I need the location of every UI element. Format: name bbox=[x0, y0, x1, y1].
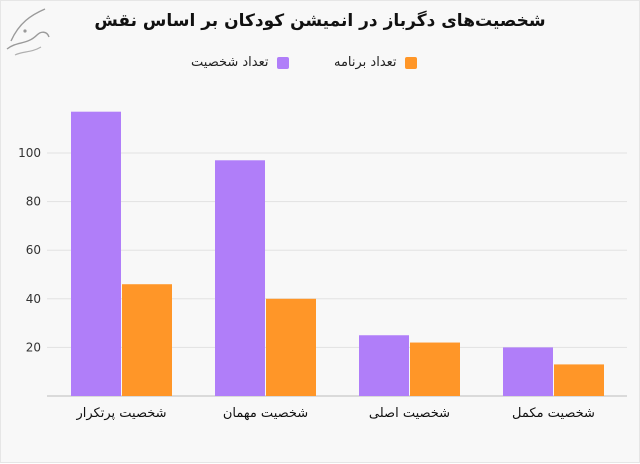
bar bbox=[71, 111, 121, 396]
legend-item-programs: تعداد برنامه bbox=[334, 55, 417, 70]
x-category-label: شخصیت مهمان bbox=[223, 406, 308, 421]
legend-label-programs: تعداد برنامه bbox=[334, 55, 397, 70]
bar bbox=[122, 284, 172, 396]
x-category-label: شخصیت پرتکرار bbox=[75, 406, 166, 421]
logo-watermark-icon bbox=[6, 8, 50, 56]
y-tick-label: 40 bbox=[26, 292, 41, 306]
legend-label-characters: تعداد شخصیت bbox=[191, 55, 269, 70]
legend-item-characters: تعداد شخصیت bbox=[191, 55, 289, 70]
x-category-label: شخصیت اصلی bbox=[369, 406, 450, 421]
bar bbox=[359, 335, 409, 396]
y-tick-label: 20 bbox=[26, 340, 41, 354]
y-tick-label: 100 bbox=[18, 146, 41, 160]
x-category-label: شخصیت مکمل bbox=[512, 406, 595, 421]
legend-swatch-programs bbox=[404, 56, 417, 69]
bar bbox=[215, 160, 265, 396]
legend-swatch-characters bbox=[276, 56, 289, 69]
y-tick-label: 60 bbox=[26, 243, 41, 257]
y-tick-label: 80 bbox=[26, 195, 41, 209]
bar bbox=[266, 298, 316, 396]
bar bbox=[410, 342, 460, 396]
bar bbox=[554, 364, 604, 396]
chart-title: شخصیت‌های دگرباز در انمیشن کودکان بر اسا… bbox=[94, 11, 546, 31]
bar bbox=[503, 347, 553, 396]
